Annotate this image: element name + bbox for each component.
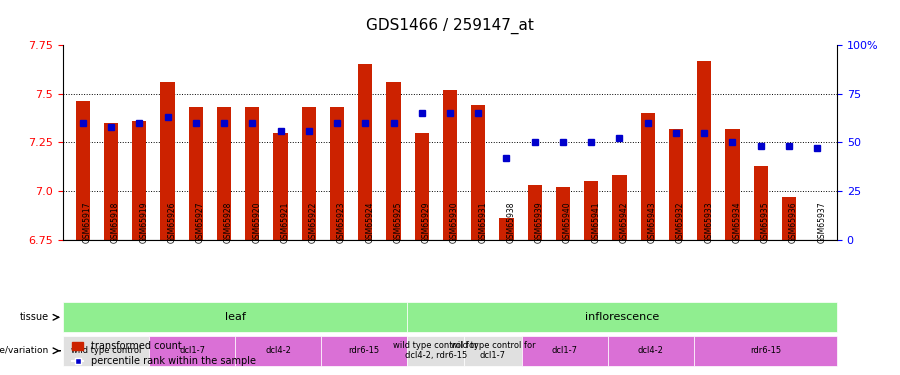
- Text: GSM65925: GSM65925: [393, 201, 402, 243]
- Bar: [330, 107, 344, 240]
- FancyBboxPatch shape: [464, 336, 522, 366]
- Bar: [104, 123, 118, 240]
- Text: wild type control: wild type control: [71, 346, 141, 355]
- Text: GSM65941: GSM65941: [591, 201, 600, 243]
- Bar: [302, 107, 316, 240]
- Bar: [782, 197, 796, 240]
- FancyBboxPatch shape: [321, 336, 407, 366]
- Bar: [472, 105, 485, 240]
- Text: GSM65922: GSM65922: [309, 201, 318, 243]
- Text: GSM65918: GSM65918: [111, 201, 120, 243]
- Text: GSM65939: GSM65939: [535, 201, 544, 243]
- Text: GSM65932: GSM65932: [676, 201, 685, 243]
- Bar: [500, 218, 514, 240]
- Text: GSM65926: GSM65926: [167, 201, 176, 243]
- Bar: [443, 90, 457, 240]
- Bar: [725, 129, 740, 240]
- Text: GSM65940: GSM65940: [563, 201, 572, 243]
- Text: dcl1-7: dcl1-7: [552, 346, 578, 355]
- Text: GDS1466 / 259147_at: GDS1466 / 259147_at: [366, 18, 534, 34]
- Text: rdr6-15: rdr6-15: [750, 346, 781, 355]
- Bar: [217, 107, 231, 240]
- FancyBboxPatch shape: [608, 336, 694, 366]
- Text: GSM65937: GSM65937: [817, 201, 826, 243]
- Text: dcl4-2: dcl4-2: [638, 346, 663, 355]
- Text: tissue: tissue: [20, 312, 49, 322]
- FancyBboxPatch shape: [63, 336, 149, 366]
- Text: GSM65930: GSM65930: [450, 201, 459, 243]
- FancyBboxPatch shape: [149, 336, 235, 366]
- Text: dcl1-7: dcl1-7: [179, 346, 205, 355]
- Text: GSM65942: GSM65942: [619, 201, 628, 243]
- Text: dcl4-2: dcl4-2: [266, 346, 291, 355]
- Bar: [132, 121, 147, 240]
- Text: GSM65919: GSM65919: [140, 201, 148, 243]
- Bar: [584, 181, 598, 240]
- Text: GSM65936: GSM65936: [789, 201, 798, 243]
- Text: GSM65927: GSM65927: [196, 201, 205, 243]
- Text: GSM65924: GSM65924: [365, 201, 374, 243]
- Bar: [274, 133, 288, 240]
- Text: genotype/variation: genotype/variation: [0, 346, 49, 355]
- FancyBboxPatch shape: [235, 336, 321, 366]
- FancyBboxPatch shape: [63, 302, 407, 332]
- Text: GSM65917: GSM65917: [83, 201, 92, 243]
- Bar: [698, 61, 711, 240]
- Text: inflorescence: inflorescence: [585, 312, 659, 322]
- Text: GSM65938: GSM65938: [507, 201, 516, 243]
- Bar: [245, 107, 259, 240]
- Legend: transformed count, percentile rank within the sample: transformed count, percentile rank withi…: [68, 338, 260, 370]
- Text: wild type control for
dcl4-2, rdr6-15: wild type control for dcl4-2, rdr6-15: [393, 341, 478, 360]
- Text: GSM65933: GSM65933: [704, 201, 713, 243]
- Bar: [358, 64, 373, 240]
- Text: rdr6-15: rdr6-15: [348, 346, 380, 355]
- Bar: [189, 107, 202, 240]
- Bar: [160, 82, 175, 240]
- FancyBboxPatch shape: [694, 336, 837, 366]
- Text: GSM65931: GSM65931: [478, 201, 487, 243]
- Text: GSM65929: GSM65929: [422, 201, 431, 243]
- Bar: [386, 82, 400, 240]
- Text: GSM65920: GSM65920: [252, 201, 261, 243]
- Bar: [415, 133, 428, 240]
- Bar: [612, 176, 626, 240]
- Text: leaf: leaf: [225, 312, 246, 322]
- FancyBboxPatch shape: [522, 336, 608, 366]
- Text: wild type control for
dcl1-7: wild type control for dcl1-7: [451, 341, 536, 360]
- Bar: [556, 187, 570, 240]
- Text: GSM65935: GSM65935: [760, 201, 770, 243]
- Bar: [527, 185, 542, 240]
- FancyBboxPatch shape: [407, 302, 837, 332]
- Bar: [641, 113, 655, 240]
- FancyBboxPatch shape: [407, 336, 464, 366]
- Text: GSM65928: GSM65928: [224, 201, 233, 243]
- Bar: [669, 129, 683, 240]
- Text: GSM65943: GSM65943: [648, 201, 657, 243]
- Text: GSM65934: GSM65934: [733, 201, 742, 243]
- Text: GSM65921: GSM65921: [281, 201, 290, 243]
- Bar: [753, 166, 768, 240]
- Text: GSM65923: GSM65923: [337, 201, 346, 243]
- Bar: [76, 102, 90, 240]
